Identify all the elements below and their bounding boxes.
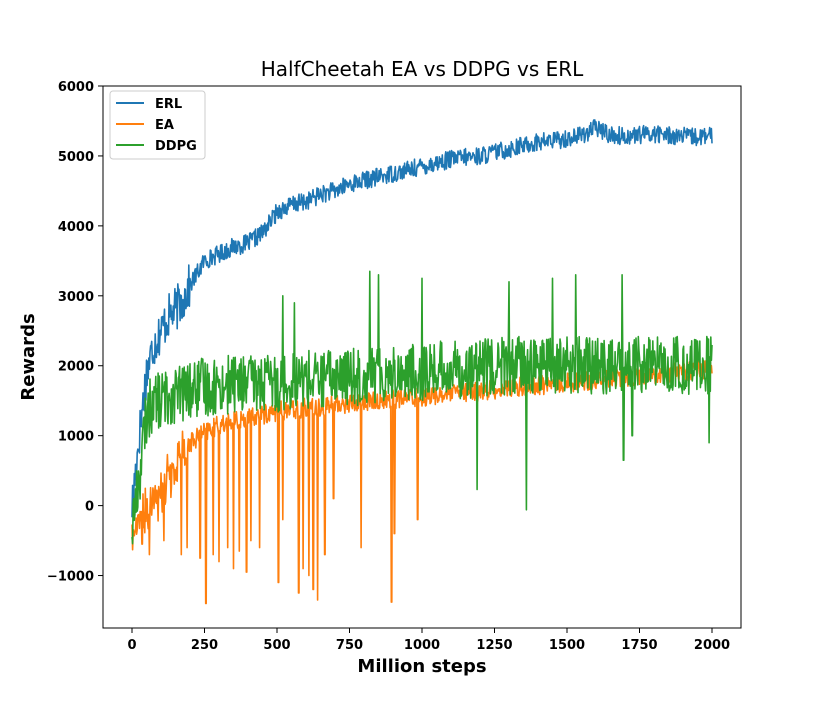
x-tick-label: 1000 bbox=[404, 638, 440, 653]
series-line-erl bbox=[131, 119, 713, 518]
y-axis: −1000 0 1000 2000 3000 4000 5000 6000 bbox=[47, 80, 103, 585]
x-tick-label: 1250 bbox=[476, 638, 512, 653]
y-tick-label: 3000 bbox=[58, 290, 94, 305]
y-tick-label: −1000 bbox=[47, 570, 94, 585]
x-axis-label: Million steps bbox=[357, 656, 486, 677]
y-tick-label: 5000 bbox=[58, 150, 94, 165]
x-tick-label: 250 bbox=[191, 638, 218, 653]
legend-entry-ea: EA bbox=[155, 118, 174, 133]
series-layer bbox=[131, 119, 713, 605]
x-axis: 0 250 500 750 1000 1250 1500 1750 2000 bbox=[127, 628, 730, 653]
legend-entry-ddpg: DDPG bbox=[155, 139, 197, 154]
y-tick-label: 1000 bbox=[58, 430, 94, 445]
x-tick-label: 1500 bbox=[549, 638, 585, 653]
y-axis-label: Rewards bbox=[18, 313, 39, 400]
x-tick-label: 0 bbox=[127, 638, 136, 653]
y-tick-label: 0 bbox=[85, 500, 94, 515]
legend: ERL EA DDPG bbox=[109, 90, 206, 160]
legend-box bbox=[109, 90, 206, 160]
x-tick-label: 2000 bbox=[694, 638, 730, 653]
series-line-ddpg bbox=[131, 270, 713, 545]
x-tick-label: 500 bbox=[263, 638, 290, 653]
x-tick-label: 1750 bbox=[621, 638, 657, 653]
legend-entry-erl: ERL bbox=[155, 97, 182, 112]
y-tick-label: 6000 bbox=[58, 80, 94, 95]
chart-title: HalfCheetah EA vs DDPG vs ERL bbox=[261, 57, 584, 81]
y-tick-label: 4000 bbox=[58, 220, 94, 235]
x-tick-label: 750 bbox=[336, 638, 363, 653]
y-tick-label: 2000 bbox=[58, 360, 94, 375]
